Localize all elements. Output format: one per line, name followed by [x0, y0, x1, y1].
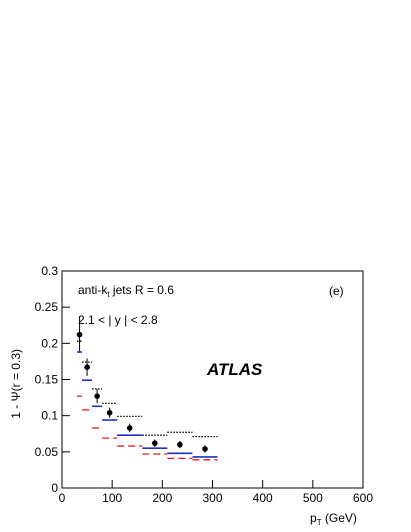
y-tick-label: 0	[51, 481, 58, 495]
x-tick-label: 300	[202, 491, 222, 505]
atlas-label: ATLAS	[206, 360, 263, 379]
annotation: anti-kt jets R = 0.6	[78, 283, 174, 299]
x-label-text: p	[310, 511, 317, 525]
x-axis-label: pT (GeV)	[310, 511, 357, 527]
x-tick-label: 0	[59, 491, 66, 505]
data-point	[76, 331, 83, 338]
data-point	[177, 441, 183, 448]
y-tick-label: 0.2	[41, 336, 58, 350]
y-axis-label: 1 - Ψ(r = 0.3)	[9, 349, 23, 419]
x-tick-label: 200	[152, 491, 172, 505]
data-point	[202, 446, 208, 452]
plot-frame	[61, 270, 364, 489]
x-label-text: (GeV)	[322, 511, 357, 525]
y-tick-label: 0.1	[41, 409, 58, 423]
annotation-text: jets R = 0.6	[110, 283, 175, 297]
annotation-sub: t	[107, 290, 110, 299]
x-tick-label: 500	[303, 491, 323, 505]
y-tick-label: 0.3	[41, 264, 58, 278]
annotation: (e)	[329, 284, 344, 298]
y-tick-label: 0.25	[35, 300, 59, 314]
data-point	[152, 440, 158, 446]
x-label-sub: T	[317, 518, 322, 527]
x-tick-label: 600	[353, 491, 373, 505]
x-tick-label: 100	[102, 491, 122, 505]
data-point	[126, 425, 133, 431]
y-tick-label: 0.05	[35, 445, 59, 459]
data-point	[106, 409, 113, 416]
x-tick-label: 400	[253, 491, 273, 505]
data-point	[94, 393, 100, 399]
annotation: 2.1 < | y | < 2.8	[78, 313, 158, 327]
y-tick-label: 0.15	[35, 373, 59, 387]
annotation-text: anti-k	[78, 283, 108, 297]
data-point	[84, 364, 90, 371]
